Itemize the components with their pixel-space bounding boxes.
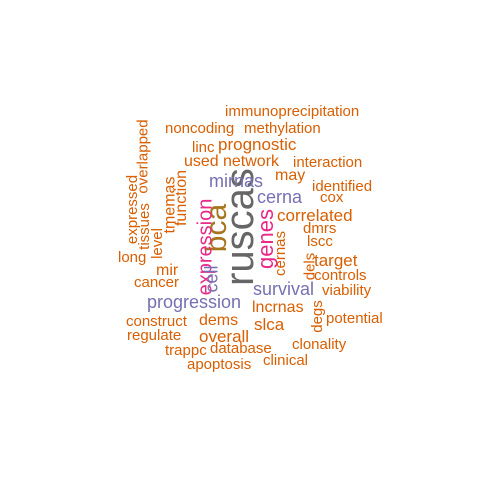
word-controls: controls [314,267,367,284]
word-level: level [148,228,166,259]
word-trappc: trappc [165,342,207,359]
word-lncrnas: lncrnas [252,299,304,316]
word-used: used [184,153,219,170]
word-cell: cell [201,265,222,293]
word-immunoprecipitation: immunoprecipitation [225,103,360,120]
word-methylation: methylation [244,120,321,137]
word-potential: potential [326,310,383,327]
word-degs: degs [308,300,326,333]
word-construct: construct [126,313,187,330]
word-network: network [223,153,280,170]
word-noncoding: noncoding [165,120,235,137]
word-may: may [275,167,306,184]
word-cancer: cancer [134,274,180,291]
word-apoptosis: apoptosis [187,356,252,373]
word-lscc: lscc [307,233,333,250]
word-interaction: interaction [293,154,363,171]
word-mir: mir [156,262,179,279]
word-viability: viability [322,282,372,299]
word-correlated: correlated [277,206,353,225]
word-dmrs: dmrs [303,220,337,237]
word-survival: survival [253,279,315,299]
word-linc: linc [192,139,215,156]
word-target: target [314,251,358,270]
word-dems: dems [199,312,239,329]
word-overall: overall [199,327,250,346]
word-cox: cox [320,189,344,206]
word-function: function [173,169,191,227]
word-identified: identified [312,178,373,195]
word-regulate: regulate [127,327,182,344]
word-cernas: cernas [272,230,290,277]
word-cerna: cerna [257,187,303,207]
word-clonality: clonality [292,336,347,353]
word-prognostic: prognostic [218,135,297,154]
word-database: database [210,340,272,357]
word-progression: progression [147,292,242,312]
word-clinical: clinical [263,352,309,369]
word-mirnas: mirnas [209,171,264,191]
word-slca: slca [254,315,285,334]
word-long: long [118,249,147,266]
